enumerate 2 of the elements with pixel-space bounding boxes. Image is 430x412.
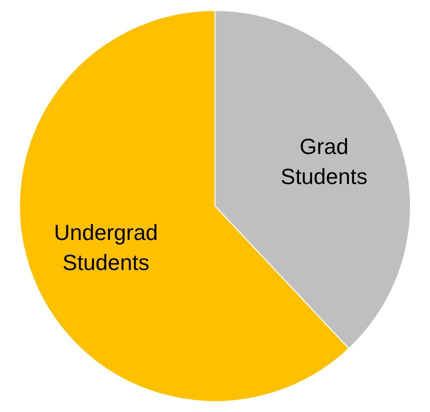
slice-label: Undergrad Students (54, 220, 158, 276)
slice-label: Grad Students (280, 134, 368, 189)
